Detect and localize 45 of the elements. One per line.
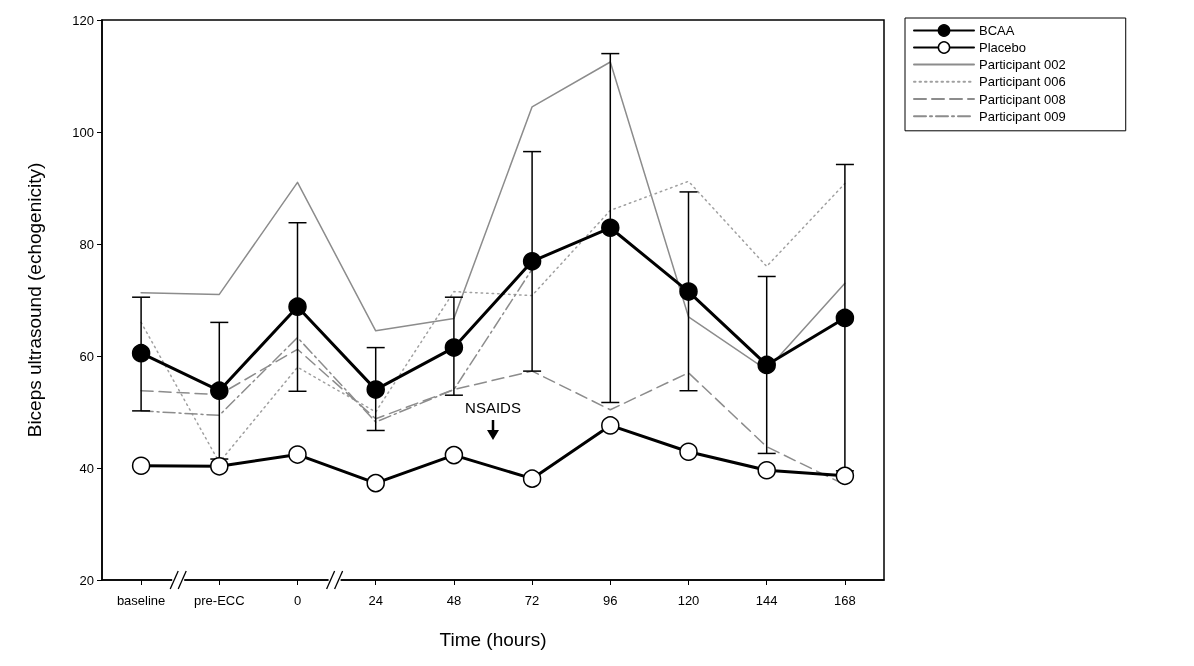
x-tick-label: 168 [834, 593, 856, 608]
legend-label: Participant 002 [979, 57, 1066, 73]
x-tick-label: pre-ECC [194, 593, 245, 608]
point [679, 282, 698, 301]
point [522, 469, 542, 488]
point [757, 355, 776, 375]
annotation: NSAIDS [465, 399, 521, 416]
y-axis-title: Biceps ultrasound (echogenicity) [24, 162, 45, 438]
point [601, 218, 620, 238]
legend-label: Participant 008 [979, 91, 1066, 107]
point [601, 416, 620, 435]
x-tick-label: baseline [116, 593, 166, 608]
point [757, 460, 776, 480]
point [444, 445, 464, 465]
point [366, 380, 385, 399]
x-tick-label: 120 [677, 593, 700, 608]
y-tick-label: 40 [79, 460, 94, 476]
y-tick-label: 20 [79, 572, 94, 588]
legend-label: Participant 009 [979, 108, 1066, 124]
x-tick-label: 48 [446, 593, 462, 608]
point [835, 308, 855, 328]
point [288, 297, 307, 316]
y-tick-label: 120 [72, 12, 94, 28]
x-tick-label: 24 [368, 593, 383, 608]
x-tick-label: 96 [603, 593, 618, 608]
y-tick-label: 60 [79, 348, 94, 364]
y-tick-label: 100 [72, 124, 94, 140]
point [366, 473, 385, 493]
x-tick-label: 72 [524, 593, 540, 608]
point [210, 381, 229, 400]
legend-label: Placebo [979, 40, 1026, 55]
legend-label: BCAA [979, 23, 1015, 38]
y-tick-label: 80 [79, 236, 94, 252]
point [444, 338, 464, 357]
x-tick-label: 0 [293, 593, 302, 608]
point [210, 457, 229, 476]
point [522, 252, 542, 271]
point [835, 466, 855, 486]
point [131, 343, 151, 363]
point [131, 456, 151, 476]
x-axis-title: Time (hours) [439, 629, 547, 650]
point [288, 445, 307, 464]
legend-label: Participant 006 [979, 74, 1066, 90]
x-tick-label: 144 [755, 593, 778, 608]
point [679, 442, 698, 462]
